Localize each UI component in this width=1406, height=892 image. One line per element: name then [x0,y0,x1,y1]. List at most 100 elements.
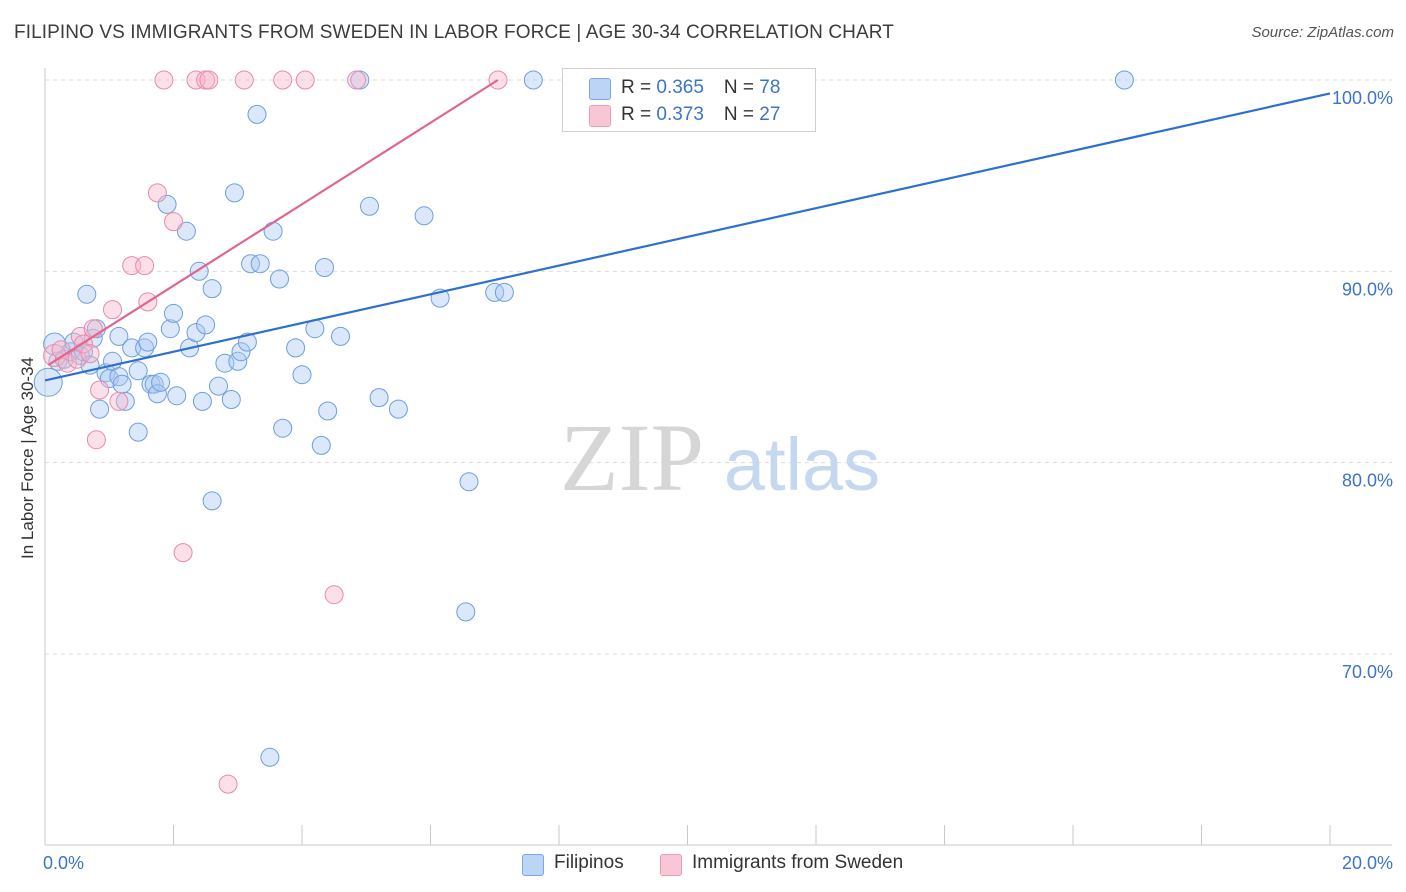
y-axis-title: In Labor Force | Age 30-34 [18,357,37,559]
point-sweden [199,70,219,90]
point-filipinos [250,254,270,274]
point-filipinos [292,365,312,385]
y-tick-label: 70.0% [1342,662,1393,682]
legend-r-value: 0.373 [656,104,704,125]
point-filipinos [270,269,289,289]
point-filipinos [360,196,379,216]
point-filipinos [164,303,183,323]
point-filipinos [315,258,334,277]
point-filipinos [388,399,408,419]
point-filipinos [196,315,216,335]
point-filipinos [115,391,135,411]
point-filipinos [112,374,132,394]
point-filipinos [128,422,148,442]
point-filipinos [77,284,97,304]
point-sweden [218,774,238,794]
point-filipinos [202,491,222,511]
point-filipinos [241,254,261,274]
point-filipinos [109,367,129,387]
point-sweden [324,585,344,605]
legend-swatch-pink [589,105,611,127]
point-sweden [234,70,254,90]
point-filipinos [186,323,206,343]
point-filipinos [286,338,306,358]
point-sweden [58,353,77,373]
point-filipinos [263,221,283,241]
point-filipinos [369,388,389,408]
point-filipinos [33,367,63,397]
point-sweden [109,391,129,411]
stats-legend: R = 0.365 N = 78 R = 0.373 N = 27 [562,68,816,132]
point-sweden [83,319,103,339]
source-credit: Source: ZipAtlas.com [1251,24,1394,41]
point-filipinos [192,391,212,411]
point-filipinos [147,384,167,404]
point-sweden [86,430,106,450]
watermark: ZIP atlas [560,404,880,511]
point-filipinos [202,279,222,299]
point-filipinos [167,386,187,406]
point-sweden [347,70,367,90]
legend-r-value: 0.365 [656,77,704,98]
point-filipinos [1114,70,1134,90]
point-sweden [164,212,183,232]
point-filipinos [456,602,476,622]
legend-r-label: R = [621,77,657,98]
legend-n-value: 27 [759,104,781,125]
point-filipinos [138,332,158,352]
point-sweden [135,256,155,276]
point-sweden [273,70,293,90]
point-filipinos [151,372,171,392]
y-tick-label: 100.0% [1332,88,1393,108]
point-filipinos [260,747,280,767]
point-filipinos [221,390,241,409]
point-sweden [147,183,167,203]
legend-label-filipinos: Filipinos [554,852,624,873]
point-filipinos [176,221,196,241]
point-filipinos [273,418,293,438]
point-filipinos [318,401,338,421]
legend-swatch-pink [660,854,682,876]
chart-title: FILIPINO VS IMMIGRANTS FROM SWEDEN IN LA… [14,22,894,43]
point-filipinos [225,183,244,203]
point-filipinos [128,361,148,381]
axis-layer [44,68,1392,846]
point-filipinos [494,282,514,302]
point-filipinos [237,332,257,352]
point-filipinos [523,70,543,90]
legend-n-label: N = [723,104,760,125]
point-sweden [295,70,315,90]
point-filipinos [90,399,110,419]
grid-layer [45,79,1392,655]
x-tick-label: 0.0% [43,853,84,873]
legend-swatch-blue [589,78,611,100]
point-filipinos [459,472,479,492]
legend-n-label: N = [723,77,760,98]
point-sweden [154,70,174,90]
watermark-zip: ZIP [560,404,704,511]
tick-label-layer: 70.0% 80.0% 90.0% 100.0% 0.0% 20.0% [43,88,1393,873]
point-sweden [90,380,110,400]
y-tick-label: 90.0% [1342,279,1393,299]
legend-swatch-blue [522,854,544,876]
point-filipinos [247,104,267,124]
point-filipinos [485,282,505,302]
watermark-atlas: atlas [724,423,880,506]
y-tick-label: 80.0% [1342,471,1393,491]
trend-line-filipinos [44,92,1331,382]
point-sweden [103,300,122,320]
point-filipinos [135,338,155,358]
point-sweden [122,256,142,276]
trend-layer [44,79,1331,382]
point-filipinos [160,319,180,339]
point-filipinos [414,206,434,226]
legend-label-sweden: Immigrants from Sweden [692,852,904,873]
legend-r-label: R = [621,104,657,125]
point-filipinos [209,376,228,396]
point-filipinos [231,342,251,362]
point-filipinos [109,326,129,346]
x-tick-label: 20.0% [1342,853,1393,873]
point-filipinos [331,326,350,346]
trend-line-sweden [47,79,499,367]
